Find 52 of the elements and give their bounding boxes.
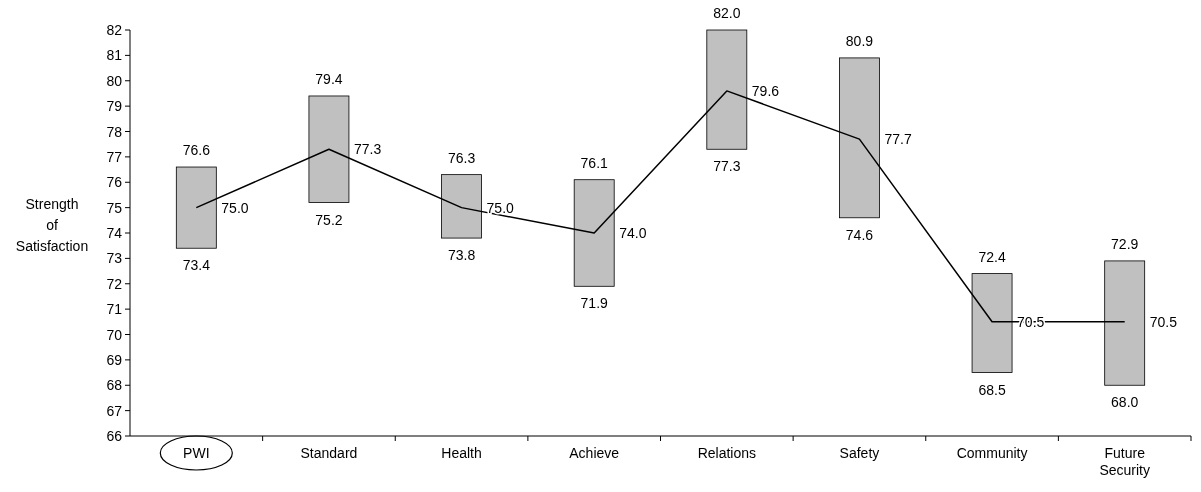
x-tick-label: Safety [839,445,880,461]
y-tick-label: 76 [106,174,123,191]
annotation: 68.5 [978,381,1006,398]
y-axis-title: Strength of Satisfaction [15,196,89,254]
x-tick-label: PWI [183,445,210,461]
y-tick-label: 68 [106,377,123,394]
bar [441,174,482,239]
x-tick-label: Standard [300,445,358,461]
x-tick-label: Health [441,445,482,461]
annotation: 76.6 [182,142,211,159]
annotation: 73.4 [182,257,211,274]
x-tick-label: Achieve [569,445,620,461]
data-label: 74.0 [619,225,647,241]
y-tick-label: 69 [106,351,123,368]
x-tick-label: Community [956,445,1028,461]
annotation: 76.1 [580,154,609,171]
y-tick-label: 71 [106,301,123,318]
data-label: 70.5 [1149,313,1178,330]
x-tick-label: Future Security [1099,445,1150,478]
annotation: 82.0 [713,5,741,21]
annotation: 68.0 [1111,394,1139,411]
y-tick-label: 75 [106,199,123,216]
annotation: 75.2 [315,211,343,228]
data-label: 79.6 [751,82,780,99]
data-label: 75.0 [221,199,249,216]
data-label: 77.3 [353,141,382,158]
y-tick-label: 66 [106,428,123,444]
data-label: 75.0 [486,199,515,216]
y-tick-label: 72 [106,275,123,292]
annotation: 77.3 [713,158,741,175]
annotation: 76.3 [447,149,476,166]
bar [308,95,350,203]
annotation: 72.4 [978,248,1006,265]
x-tick-label: Relations [697,445,756,461]
annotation: 71.9 [580,295,609,312]
y-tick-label: 82 [106,22,123,38]
y-tick-label: 74 [106,225,123,241]
y-tick-label: 78 [106,123,123,140]
annotation: 79.4 [315,70,343,87]
annotation: 74.6 [845,226,874,243]
annotation: 73.8 [447,247,476,264]
y-tick-label: 70 [106,326,123,343]
bar [573,179,615,287]
y-tick-label: 73 [106,250,123,267]
annotation: 72.9 [1111,235,1139,252]
y-tick-label: 77 [106,148,123,165]
y-tick-label: 67 [106,402,123,419]
annotation: 80.9 [845,32,874,49]
y-tick-label: 79 [106,98,123,115]
data-label: 77.7 [884,131,912,148]
y-tick-label: 81 [106,47,123,64]
y-tick-label: 80 [106,72,123,89]
